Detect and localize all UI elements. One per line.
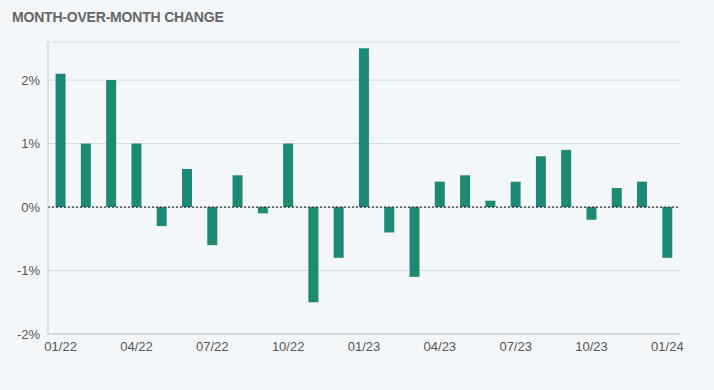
svg-text:0%: 0% (21, 200, 40, 215)
svg-text:01/23: 01/23 (348, 339, 381, 354)
svg-text:2%: 2% (21, 73, 40, 88)
svg-text:1%: 1% (21, 136, 40, 151)
html-text:MONTH-OVER-MONTH CHANGE: MONTH-OVER-MONTH CHANGE (12, 9, 224, 25)
svg-text:-2%: -2% (17, 327, 41, 342)
svg-text:07/23: 07/23 (499, 339, 532, 354)
svg-text:10/22: 10/22 (272, 339, 305, 354)
svg-text:01/22: 01/22 (44, 339, 77, 354)
svg-text:04/22: 04/22 (120, 339, 153, 354)
svg-text:-1%: -1% (17, 263, 41, 278)
svg-text:01/24: 01/24 (651, 339, 684, 354)
svg-text:10/23: 10/23 (575, 339, 608, 354)
svg-text:07/22: 07/22 (196, 339, 229, 354)
svg-text:04/23: 04/23 (424, 339, 457, 354)
